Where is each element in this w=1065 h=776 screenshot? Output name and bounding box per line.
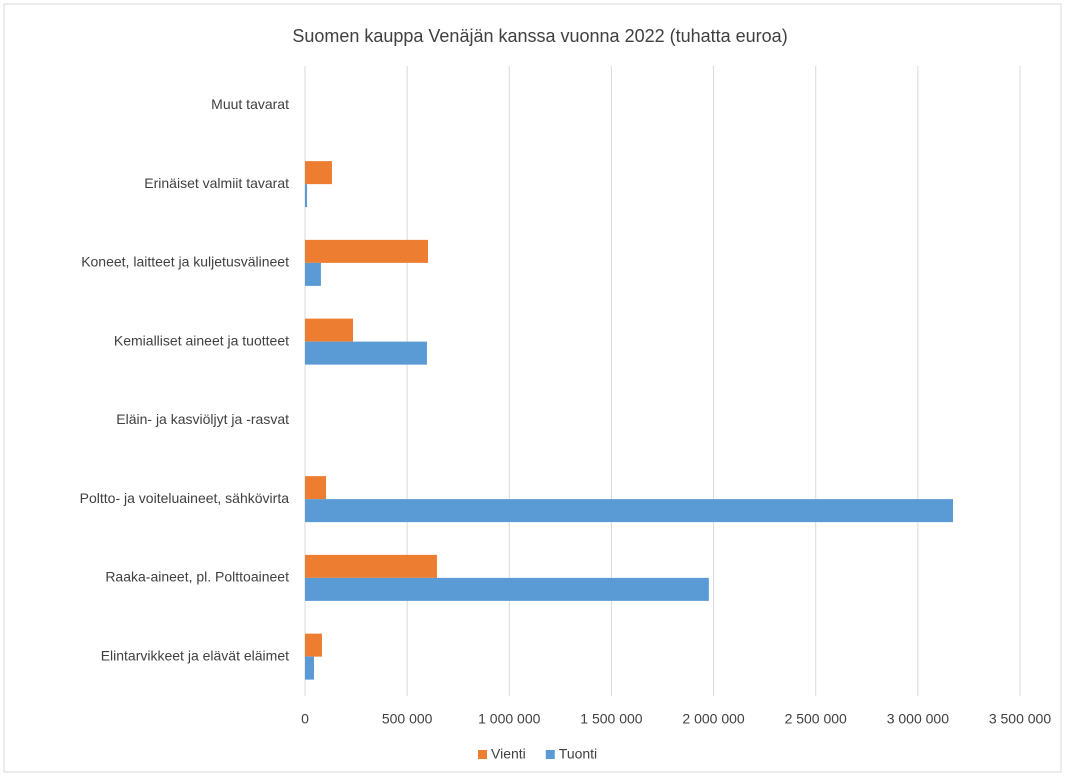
x-tick-label: 500 000	[382, 711, 433, 727]
bar	[305, 554, 437, 578]
legend-label: Tuonti	[559, 746, 597, 762]
y-tick-label: Elintarvikkeet ja elävät eläimet	[101, 647, 289, 663]
x-tick-label: 2 000 000	[682, 711, 744, 727]
bar	[305, 262, 321, 286]
bar	[305, 341, 427, 365]
bar	[305, 161, 332, 185]
bar	[305, 318, 354, 342]
x-tick-label: 3 500 000	[989, 711, 1051, 727]
bar	[305, 184, 308, 208]
legend-label: Vienti	[491, 746, 526, 762]
x-tick-label: 1 000 000	[478, 711, 540, 727]
x-tick-label: 2 500 000	[785, 711, 847, 727]
bar	[305, 476, 327, 500]
y-tick-label: Koneet, laitteet ja kuljetusvälineet	[81, 254, 289, 270]
bar	[305, 633, 322, 657]
y-tick-label: Raaka-aineet, pl. Polttoaineet	[105, 569, 289, 585]
x-tick-label: 3 000 000	[887, 711, 949, 727]
legend-swatch	[478, 750, 487, 759]
bar	[305, 577, 709, 601]
y-tick-label: Eläin- ja kasviöljyt ja -rasvat	[116, 411, 289, 427]
legend-swatch	[545, 750, 555, 759]
chart-title: Suomen kauppa Venäjän kanssa vuonna 2022…	[292, 26, 787, 46]
bar	[305, 239, 428, 263]
y-tick-label: Poltto- ja voiteluaineet, sähkövirta	[80, 490, 290, 506]
chart-border	[3, 3, 1062, 773]
x-tick-label: 0	[301, 711, 309, 727]
y-tick-label: Kemialliset aineet ja tuotteet	[114, 332, 289, 348]
x-tick-label: 1 500 000	[580, 711, 642, 727]
y-tick-label: Erinäiset valmiit tavarat	[144, 175, 289, 191]
bar	[305, 656, 314, 680]
y-tick-label: Muut tavarat	[211, 96, 289, 112]
bar	[305, 499, 953, 523]
